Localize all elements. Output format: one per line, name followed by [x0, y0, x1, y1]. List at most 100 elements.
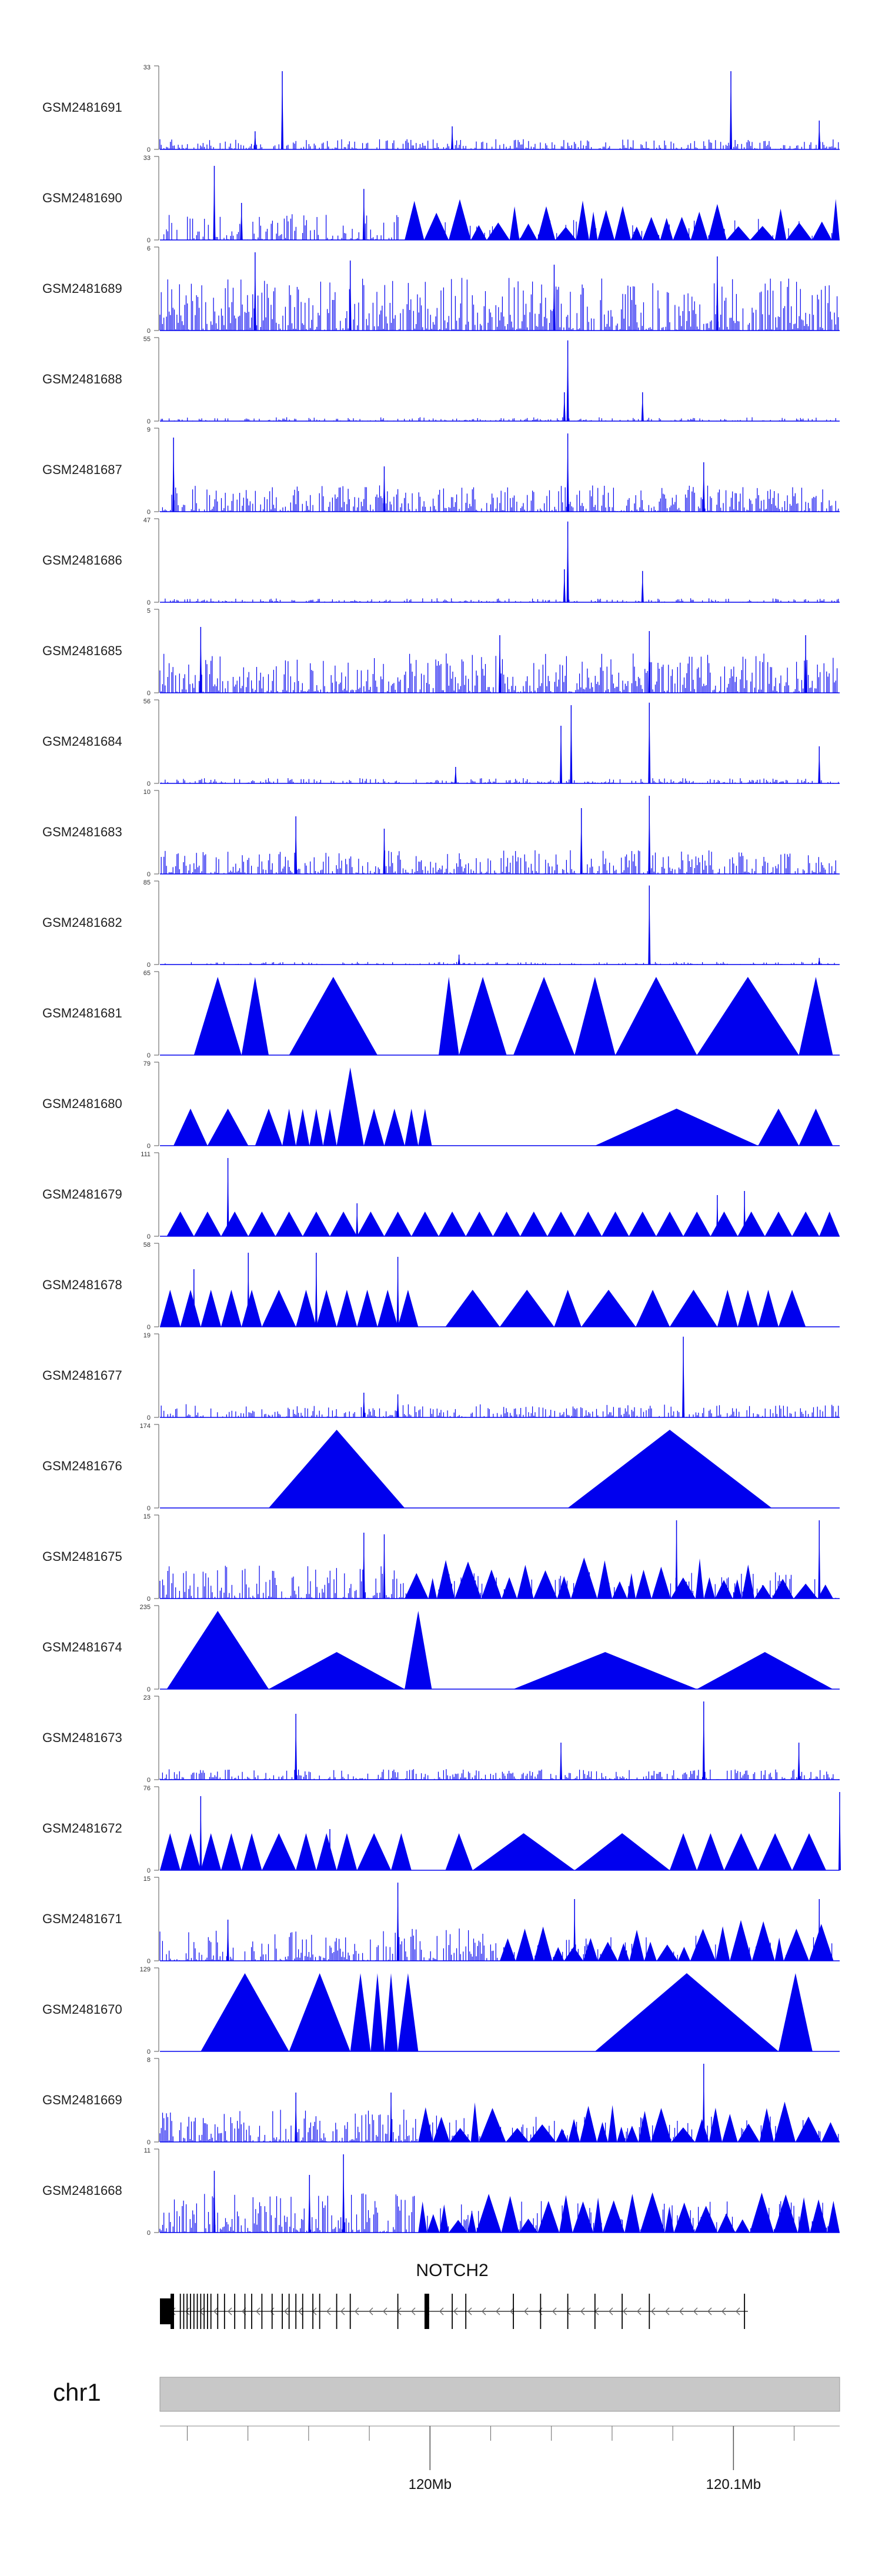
- coverage-triangle: [652, 1566, 671, 1599]
- coverage-triangle: [302, 1212, 330, 1236]
- track-label: GSM2481669: [42, 2093, 122, 2107]
- coverage-triangle: [449, 2220, 468, 2233]
- coverage-triangle: [418, 1109, 432, 1146]
- coverage-triangle: [519, 223, 537, 240]
- coverage-triangle: [674, 2203, 695, 2233]
- coverage-triangle: [554, 1290, 582, 1327]
- coverage-triangle: [670, 1833, 697, 1870]
- track-label: GSM2481689: [42, 281, 122, 296]
- y-tick-label: 0: [147, 1233, 151, 1240]
- coverage-triangle: [470, 2102, 479, 2142]
- coverage-triangle: [282, 1109, 296, 1146]
- coverage-triangle: [774, 208, 787, 240]
- coverage-triangle: [516, 1928, 534, 1961]
- coverage-triangle: [449, 199, 471, 240]
- strand-arrow: [467, 2307, 472, 2315]
- y-tick-label: 0: [147, 962, 151, 969]
- coverage-triangle: [428, 1578, 437, 1599]
- coverage-bars: [161, 778, 839, 783]
- coverage-triangle: [730, 1920, 752, 1961]
- coverage-triangle: [500, 1938, 516, 1961]
- coverage-triangle: [336, 1290, 358, 1327]
- track-label: GSM2481681: [42, 1006, 122, 1020]
- coverage-triangle: [262, 1290, 296, 1327]
- coverage-triangle: [758, 1109, 799, 1146]
- y-tick-label: 58: [143, 1242, 151, 1249]
- strand-arrow: [721, 2307, 726, 2315]
- coverage-bars: [159, 278, 839, 331]
- coverage-triangle: [574, 1833, 670, 1870]
- coverage-triangle: [690, 212, 708, 240]
- coverage-triangle: [476, 2194, 502, 2233]
- coverage-triangle: [439, 2204, 449, 2233]
- coverage-triangle: [537, 206, 556, 240]
- coverage-triangle: [715, 1580, 733, 1599]
- coverage-triangle: [411, 1212, 439, 1236]
- chromosome-band: [159, 2377, 840, 2412]
- track-GSM2481683: GSM2481683 10 0: [42, 789, 840, 878]
- coverage-triangle: [636, 1290, 670, 1327]
- track-label: GSM2481688: [42, 372, 122, 386]
- coverage-triangle: [180, 1290, 201, 1327]
- strand-arrow: [736, 2307, 740, 2315]
- coverage-triangle: [166, 1611, 269, 1689]
- y-tick-label: 0: [147, 418, 151, 425]
- coverage-triangle: [690, 1928, 716, 1961]
- track-GSM2481670: GSM2481670 129 0: [42, 1966, 840, 2056]
- coverage-triangle: [248, 1212, 276, 1236]
- coverage-triangle: [821, 2122, 840, 2142]
- track-GSM2481674: GSM2481674 235 0: [42, 1604, 840, 1693]
- coverage-triangle: [629, 1930, 644, 1961]
- coverage-triangle: [704, 1577, 715, 1599]
- coverage-triangle: [722, 2114, 738, 2142]
- coverage-triangle: [603, 2200, 625, 2233]
- coverage-triangle: [472, 1833, 575, 1870]
- coverage-bars: [161, 962, 838, 965]
- track-label: GSM2481684: [42, 734, 122, 749]
- track-GSM2481680: GSM2481680 79 0: [42, 1060, 840, 1150]
- coverage-triangle: [710, 1212, 738, 1236]
- track-GSM2481675: GSM2481675 15 0: [42, 1513, 840, 1603]
- coverage-bars: [405, 1572, 836, 1599]
- strand-arrow: [326, 2307, 331, 2315]
- coverage-triangle: [241, 977, 269, 1055]
- strand-arrow: [453, 2307, 458, 2315]
- strand-arrow: [510, 2307, 514, 2315]
- coverage-triangle: [397, 1290, 419, 1327]
- y-tick-label: 10: [143, 789, 151, 796]
- coverage-triangle: [750, 2193, 774, 2233]
- coverage-triangle: [602, 1212, 629, 1236]
- coverage-triangle: [627, 1573, 636, 1599]
- track-GSM2481687: GSM2481687 9 0: [42, 426, 840, 516]
- coverage-triangle: [726, 226, 750, 240]
- coverage-triangle: [567, 1430, 772, 1508]
- coverage-triangle: [427, 2214, 440, 2233]
- coverage-triangle: [594, 1109, 759, 1146]
- coverage-triangle: [597, 1941, 618, 1961]
- coverage-triangle: [437, 1560, 455, 1599]
- coverage-triangle: [439, 977, 459, 1055]
- coverage-bars: [159, 1769, 839, 1780]
- coverage-triangle: [640, 2192, 665, 2233]
- track-label: GSM2481680: [42, 1096, 122, 1111]
- track-label: GSM2481672: [42, 1821, 122, 1836]
- strand-arrow: [496, 2307, 500, 2315]
- coverage-triangle: [316, 1290, 337, 1327]
- strand-arrow: [213, 2307, 218, 2315]
- gene-exon: [425, 2294, 429, 2329]
- y-tick-label: 6: [147, 245, 151, 252]
- strand-arrow: [340, 2307, 345, 2315]
- coverage-triangle: [519, 2218, 538, 2233]
- strand-arrow: [693, 2307, 698, 2315]
- y-tick-label: 0: [147, 146, 151, 154]
- coverage-triangle: [779, 1973, 813, 2051]
- coverage-bars: [163, 214, 399, 240]
- coverage-bars: [407, 219, 835, 240]
- coverage-triangle: [418, 2201, 427, 2233]
- coverage-triangle: [764, 1212, 793, 1236]
- y-tick-label: 0: [147, 1686, 151, 1693]
- track-label: GSM2481686: [42, 553, 122, 568]
- y-tick-label: 23: [143, 1694, 151, 1701]
- coverage-triangle: [501, 2195, 519, 2233]
- coverage-triangle: [397, 1973, 419, 2051]
